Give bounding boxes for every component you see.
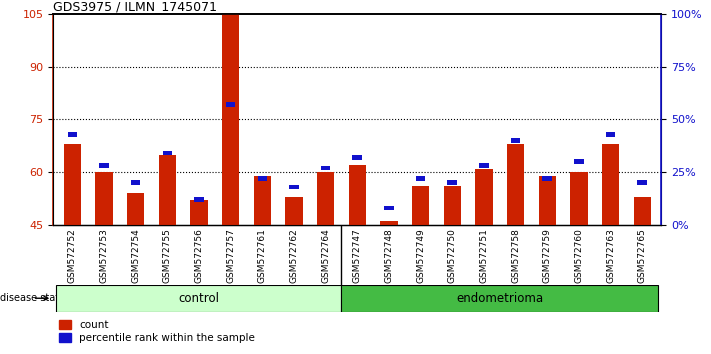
Text: GSM572755: GSM572755 (163, 228, 172, 283)
Bar (341, 285, 658, 312)
Bar (226, 102, 235, 107)
Bar (254, 176, 271, 225)
Bar (510, 138, 520, 143)
Bar (257, 176, 267, 181)
Bar (380, 221, 397, 225)
Bar (444, 186, 461, 225)
Bar (412, 186, 429, 225)
Bar (163, 151, 172, 155)
Bar (289, 184, 299, 189)
Bar (507, 144, 524, 225)
Text: disease state: disease state (0, 293, 65, 303)
Text: GSM572754: GSM572754 (131, 228, 140, 282)
Bar (127, 193, 144, 225)
Text: GSM572761: GSM572761 (258, 228, 267, 283)
Bar (353, 155, 362, 160)
Bar (447, 180, 457, 185)
Bar (606, 132, 615, 137)
Bar (634, 197, 651, 225)
Bar (285, 197, 303, 225)
Bar (159, 155, 176, 225)
Text: GSM572759: GSM572759 (542, 228, 552, 283)
Bar (194, 197, 204, 202)
Text: GSM572764: GSM572764 (321, 228, 330, 282)
Bar (479, 164, 488, 168)
Bar (68, 132, 77, 137)
Text: control: control (178, 292, 220, 305)
Bar (602, 144, 619, 225)
Bar (574, 159, 584, 164)
Text: GSM572751: GSM572751 (479, 228, 488, 283)
Bar (348, 165, 366, 225)
Text: GSM572760: GSM572760 (574, 228, 584, 283)
Text: GSM572765: GSM572765 (638, 228, 647, 283)
Text: GSM572753: GSM572753 (100, 228, 109, 283)
Bar (416, 176, 425, 181)
Bar (638, 180, 647, 185)
Bar (542, 176, 552, 181)
Text: GSM572756: GSM572756 (195, 228, 203, 283)
Bar (384, 206, 394, 210)
Bar (95, 172, 112, 225)
Bar (475, 169, 493, 225)
Text: GSM572757: GSM572757 (226, 228, 235, 283)
Text: GSM572752: GSM572752 (68, 228, 77, 282)
Text: GSM572747: GSM572747 (353, 228, 362, 282)
Bar (56, 285, 341, 312)
Text: GSM572748: GSM572748 (385, 228, 393, 282)
Text: GSM572758: GSM572758 (511, 228, 520, 283)
Text: GSM572763: GSM572763 (606, 228, 615, 283)
Text: GSM572749: GSM572749 (416, 228, 425, 282)
Text: endometrioma: endometrioma (456, 292, 543, 305)
Legend: count, percentile rank within the sample: count, percentile rank within the sample (58, 320, 255, 343)
Bar (131, 180, 141, 185)
Bar (570, 172, 587, 225)
Bar (222, 14, 240, 225)
Text: GSM572750: GSM572750 (448, 228, 456, 283)
Bar (317, 172, 334, 225)
Bar (100, 164, 109, 168)
Bar (63, 144, 81, 225)
Bar (321, 166, 331, 170)
Bar (191, 200, 208, 225)
Bar (538, 176, 556, 225)
Text: GSM572762: GSM572762 (289, 228, 299, 282)
Text: GDS3975 / ILMN_1745071: GDS3975 / ILMN_1745071 (53, 0, 218, 13)
